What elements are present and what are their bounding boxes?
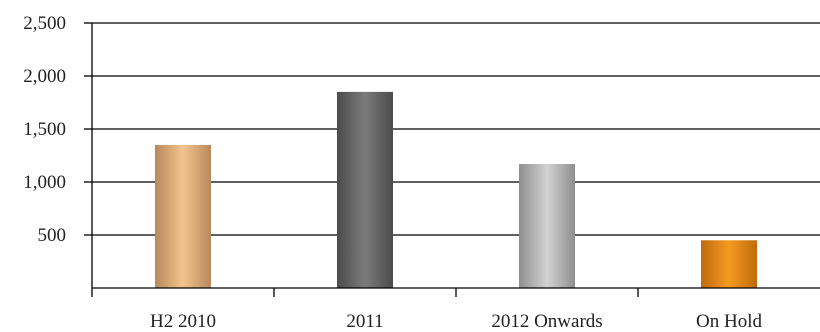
gridlines [92, 22, 820, 236]
y-tick-label: 1,500 [23, 119, 66, 140]
x-category-label: 2012 Onwards [491, 311, 602, 332]
x-category-label: 2011 [346, 311, 383, 332]
y-tick-labels: 500 1,000 1,500 2,000 2,500 [23, 13, 66, 246]
bar-h2-2010 [155, 144, 211, 288]
x-tick-labels: H2 2010 2011 2012 Onwards On Hold [150, 311, 762, 332]
y-tick-label: 2,500 [23, 13, 66, 34]
bar-2012-onwards [519, 163, 575, 288]
bar-on-hold [701, 240, 757, 288]
bar-2011 [337, 91, 393, 289]
y-tick-label: 1,000 [23, 172, 66, 193]
x-category-label: H2 2010 [150, 311, 216, 332]
bars [155, 91, 757, 289]
x-category-label: On Hold [696, 311, 762, 332]
axes [84, 22, 820, 297]
y-tick-label: 500 [38, 225, 67, 246]
y-tick-label: 2,000 [23, 66, 66, 87]
